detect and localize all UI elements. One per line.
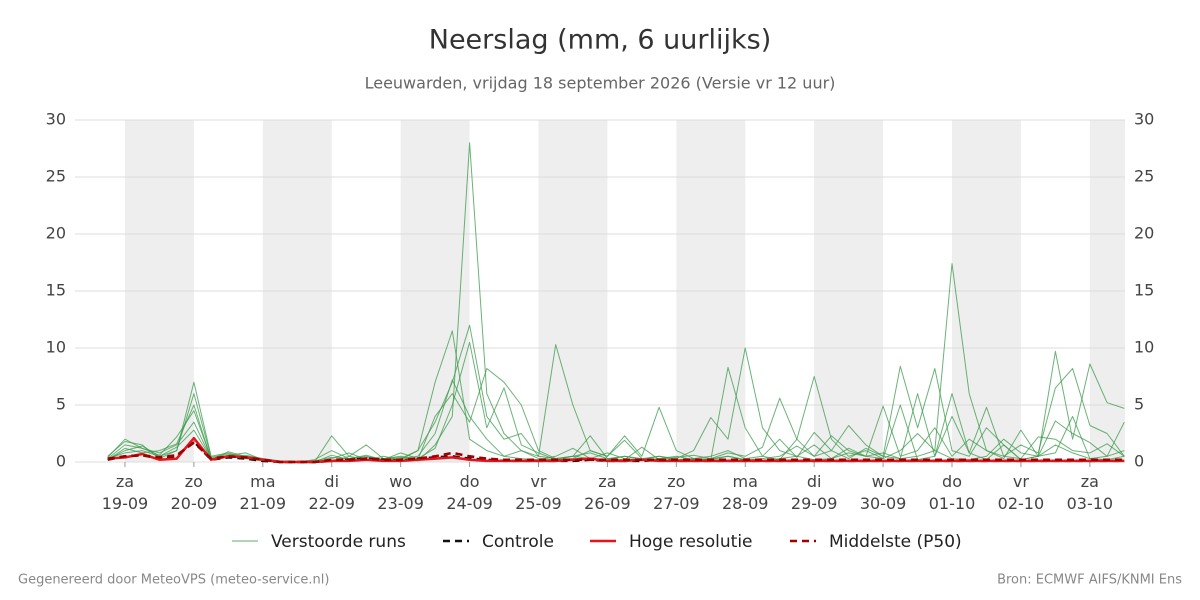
x-tick-label-line: 21-09 (240, 494, 287, 513)
chart-subtitle: Leeuwarden, vrijdag 18 september 2026 (V… (365, 74, 836, 93)
x-tick-label: ma 28-09 (722, 472, 769, 513)
y2-tick-label: 10 (1134, 338, 1154, 357)
x-tick-label: vr 02-10 (998, 472, 1045, 513)
x-tick-label-line: ma (250, 472, 275, 491)
x-tick-label-line: vr (1013, 472, 1029, 491)
chart-title: Neerslag (mm, 6 uurlijks) (429, 25, 771, 56)
x-tick-label: do 01-10 (929, 472, 976, 513)
x-tick-label-line: zo (185, 472, 203, 491)
x-tick-label-line: 01-10 (929, 494, 976, 513)
y2-tick-label: 20 (1134, 224, 1154, 243)
x-tick-label-line: 20-09 (171, 494, 218, 513)
y2-tick-label: 15 (1134, 281, 1154, 300)
x-tick-label: za 19-09 (102, 472, 149, 513)
x-tick-label-line: do (460, 472, 480, 491)
legend-label: Controle (482, 532, 554, 552)
y2-tick-label: 30 (1134, 110, 1154, 129)
x-tick-label-line: di (807, 472, 822, 491)
x-tick-label-line: 19-09 (102, 494, 149, 513)
x-tick-label: vr 25-09 (515, 472, 562, 513)
x-tick-label-line: 03-10 (1067, 494, 1114, 513)
x-tick-label: di 22-09 (308, 472, 355, 513)
x-tick-label-line: zo (667, 472, 685, 491)
x-tick-label: wo 23-09 (377, 472, 424, 513)
x-tick-label-line: 28-09 (722, 494, 769, 513)
x-tick-label-line: wo (389, 472, 412, 491)
x-tick-label-line: ma (733, 472, 758, 491)
y-tick-label: 5 (56, 395, 66, 414)
x-tick-label-line: za (598, 472, 616, 491)
y2-tick-label: 25 (1134, 167, 1154, 186)
x-tick-label-line: 25-09 (515, 494, 562, 513)
x-tick-label: zo 27-09 (653, 472, 700, 513)
y-tick-label: 25 (46, 167, 66, 186)
y-tick-label: 20 (46, 224, 66, 243)
y-tick-label: 0 (56, 452, 66, 471)
x-tick-label-line: za (116, 472, 134, 491)
x-tick-label-line: do (942, 472, 962, 491)
legend-label: Middelste (P50) (829, 532, 962, 552)
x-tick-label: do 24-09 (446, 472, 493, 513)
x-tick-label-line: 22-09 (308, 494, 355, 513)
x-tick-label: wo 30-09 (860, 472, 907, 513)
x-tick-label-line: 30-09 (860, 494, 907, 513)
legend-label: Verstoorde runs (271, 532, 406, 552)
y2-tick-label: 5 (1134, 395, 1144, 414)
x-tick-label-line: di (324, 472, 339, 491)
legend-label: Hoge resolutie (629, 532, 753, 552)
x-tick-label-line: wo (872, 472, 895, 491)
x-tick-label-line: 02-10 (998, 494, 1045, 513)
y2-tick-label: 0 (1134, 452, 1144, 471)
y-tick-label: 10 (46, 338, 66, 357)
x-tick-label: za 26-09 (584, 472, 631, 513)
x-tick-label: zo 20-09 (171, 472, 218, 513)
x-tick-label-line: 24-09 (446, 494, 493, 513)
x-tick-label-line: 27-09 (653, 494, 700, 513)
x-tick-label: za 03-10 (1067, 472, 1114, 513)
x-tick-label-line: 23-09 (377, 494, 424, 513)
x-tick-label: di 29-09 (791, 472, 838, 513)
y-tick-label: 30 (46, 110, 66, 129)
series-line (107, 441, 1125, 464)
x-tick-label: ma 21-09 (240, 472, 287, 513)
x-tick-label-line: 29-09 (791, 494, 838, 513)
y-tick-label: 15 (46, 281, 66, 300)
x-tick-label-line: vr (530, 472, 546, 491)
x-tick-label-line: 26-09 (584, 494, 631, 513)
footer-left: Gegenereerd door MeteoVPS (meteo-service… (18, 573, 329, 588)
footer-right: Bron: ECMWF AIFS/KNMI Ens (997, 573, 1182, 588)
x-tick-label-line: za (1081, 472, 1099, 491)
